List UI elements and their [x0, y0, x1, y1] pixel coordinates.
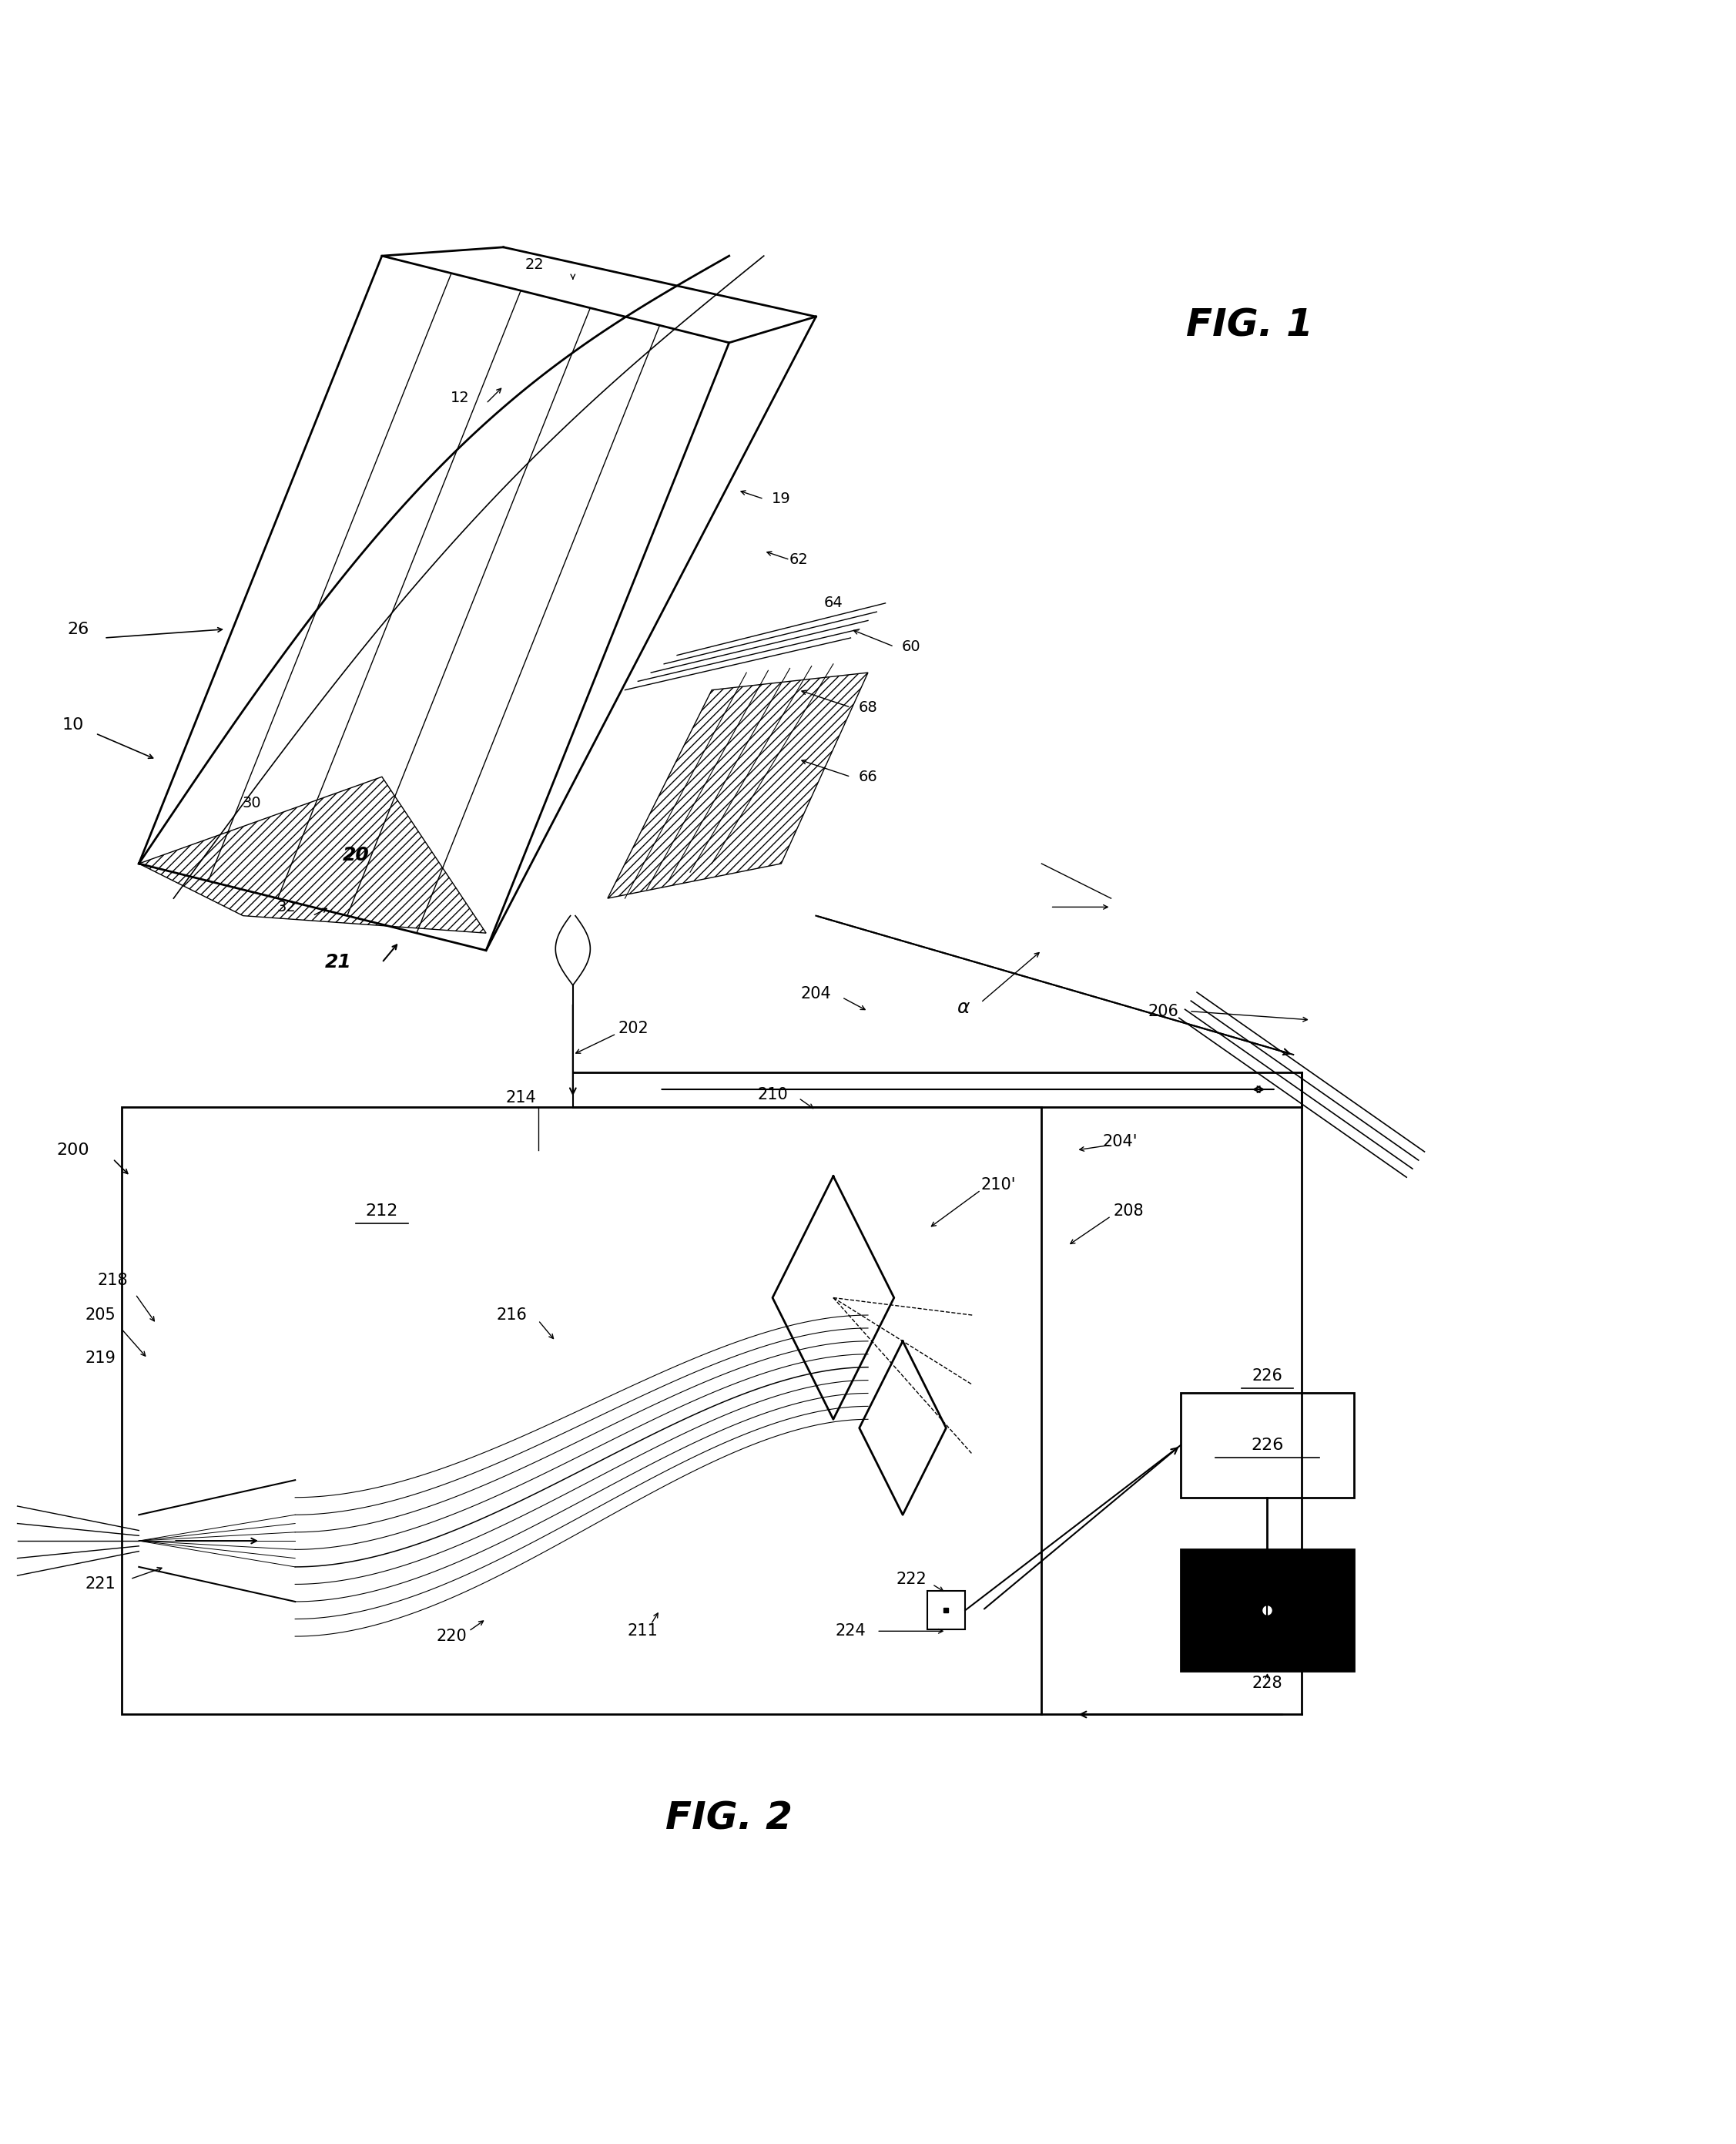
Text: 228: 228: [1252, 1674, 1283, 1692]
Text: 226: 226: [1252, 1439, 1283, 1454]
Bar: [927, 1591, 965, 1629]
Text: 22: 22: [526, 257, 543, 272]
Text: 60: 60: [903, 639, 920, 654]
Text: 212: 212: [366, 1203, 398, 1218]
Text: 66: 66: [859, 770, 877, 785]
Bar: [1180, 1394, 1354, 1497]
Text: 211: 211: [627, 1623, 658, 1638]
Text: 210': 210': [981, 1177, 1016, 1192]
Text: 206: 206: [1147, 1003, 1179, 1018]
Text: 19: 19: [773, 491, 790, 506]
Text: 221: 221: [85, 1576, 116, 1593]
Text: 64: 64: [825, 596, 842, 611]
Text: 210: 210: [757, 1087, 788, 1102]
Bar: [1180, 1550, 1354, 1670]
Text: 222: 222: [896, 1572, 927, 1587]
Text: 10: 10: [62, 716, 83, 733]
Text: 208: 208: [1113, 1203, 1144, 1218]
Text: 68: 68: [859, 701, 877, 714]
Text: 20: 20: [342, 845, 370, 864]
Text: 218: 218: [97, 1274, 128, 1289]
Text: FIG. 1: FIG. 1: [1186, 307, 1314, 343]
Polygon shape: [139, 776, 486, 933]
Text: 214: 214: [505, 1091, 536, 1106]
Text: 32: 32: [278, 900, 295, 913]
Text: 205: 205: [85, 1308, 116, 1323]
Text: 224: 224: [835, 1623, 866, 1638]
Polygon shape: [608, 673, 868, 898]
Text: 26: 26: [68, 622, 89, 637]
Text: 204': 204': [1102, 1134, 1137, 1149]
Text: 202: 202: [618, 1021, 649, 1036]
Text: 62: 62: [790, 553, 807, 566]
Text: 219: 219: [85, 1351, 116, 1366]
Text: 30: 30: [243, 795, 260, 810]
Text: $\alpha$: $\alpha$: [957, 999, 970, 1016]
Text: 21: 21: [325, 954, 352, 971]
Bar: [122, 1106, 1042, 1715]
Text: 12: 12: [451, 390, 469, 405]
Text: 204: 204: [800, 986, 832, 1001]
Text: 226: 226: [1252, 1368, 1283, 1383]
Text: 216: 216: [496, 1308, 528, 1323]
Text: 220: 220: [436, 1629, 467, 1644]
Text: FIG. 2: FIG. 2: [665, 1801, 793, 1837]
Text: 200: 200: [57, 1143, 89, 1158]
